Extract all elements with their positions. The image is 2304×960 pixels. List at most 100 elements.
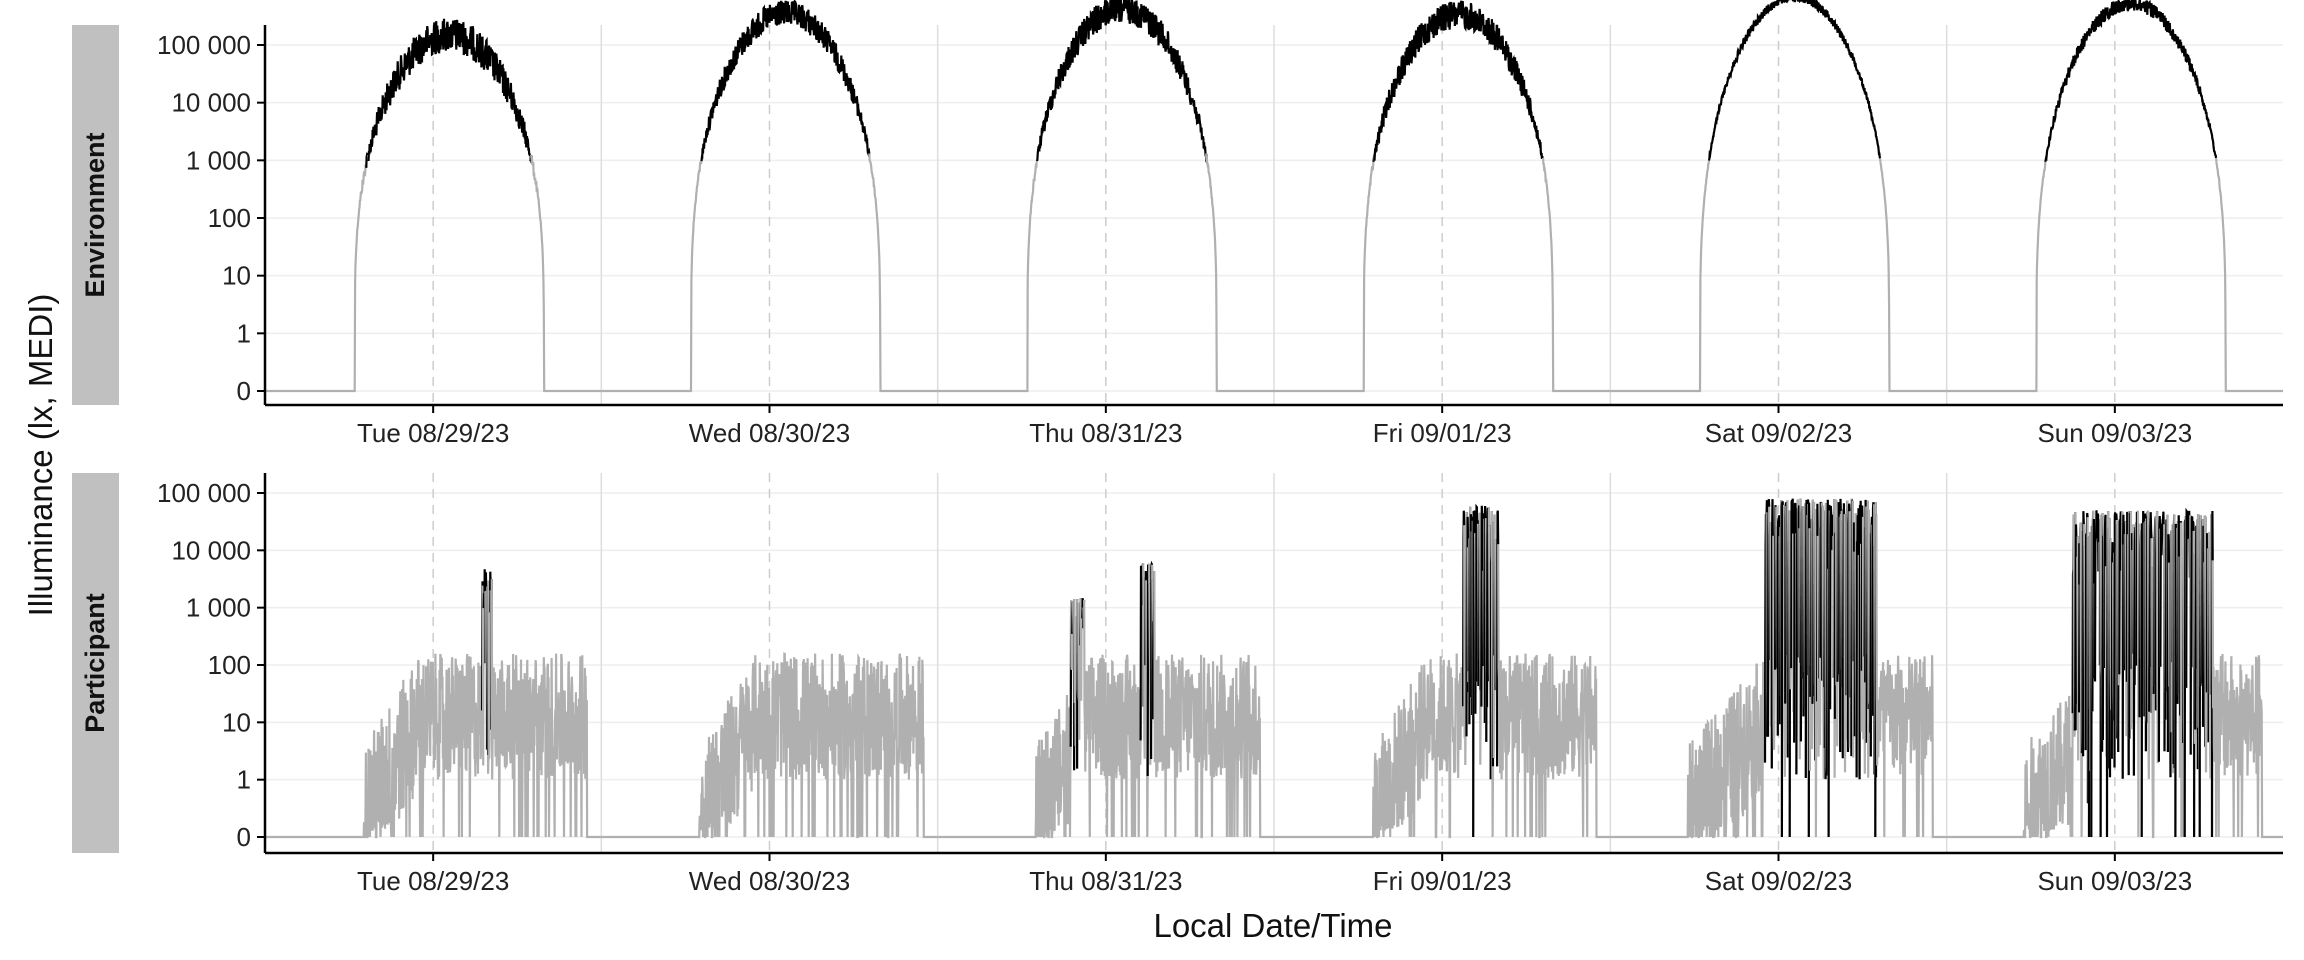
y-tick-label: 10 [222, 261, 251, 291]
strip-environment [72, 25, 119, 405]
participant-series-day-2 [1153, 570, 1274, 839]
x-ticks-participant: Tue 08/29/23 Wed 08/30/23 Thu 08/31/23 Fri … [357, 853, 2192, 896]
participant-series-day-4 [1828, 505, 1835, 710]
participant-series-day-4 [1765, 500, 1769, 737]
x-tick-label: Fri 09/01/23 [1373, 866, 1512, 896]
strip-label-participant: Participant [80, 593, 110, 733]
environment-series-day-4 [1707, 0, 1882, 161]
y-tick-label: 100 000 [157, 30, 251, 60]
participant-series-day-3 [1475, 503, 1480, 682]
environment-series-day-3 [1373, 0, 1544, 161]
x-axis-title: Local Date/Time [1153, 907, 1392, 944]
participant-series-day-3 [1480, 505, 1485, 707]
environment-series-day-0 [367, 18, 532, 162]
environment-series-day-3 [1542, 157, 1611, 393]
participant-series-day-0 [265, 653, 484, 839]
environment-series-day-5 [2215, 157, 2283, 393]
y-tick-label: 100 [208, 650, 251, 680]
y-tick-label: 1 000 [186, 145, 251, 175]
participant-series-day-5 [2093, 510, 2101, 682]
participant-series-day-4 [1610, 661, 1767, 839]
participant-series-day-4 [1776, 515, 1781, 736]
x-tick-label: Tue 08/29/23 [357, 418, 509, 448]
y-tick-label: 10 000 [171, 88, 251, 118]
participant-series-day-4 [1855, 508, 1860, 778]
y-tick-label: 100 000 [157, 478, 251, 508]
participant-series-day-5 [2110, 542, 2115, 759]
environment-series-day-2 [1036, 0, 1208, 162]
participant-series-day-3 [1497, 544, 1611, 839]
x-tick-label: Fri 09/01/23 [1373, 418, 1512, 448]
x-tick-label: Tue 08/29/23 [357, 866, 509, 896]
participant-series-day-3 [1495, 510, 1500, 767]
participant-series-day-5 [2113, 512, 2118, 768]
y-tick-label: 1 000 [186, 593, 251, 623]
participant-series-day-2 [1079, 598, 1084, 701]
x-tick-label: Wed 08/30/23 [689, 418, 850, 448]
participant-series-day-4 [1843, 514, 1848, 773]
participant-series-day-5 [2190, 516, 2195, 668]
y-tick-label: 10 000 [171, 535, 251, 565]
x-tick-label: Sun 09/03/23 [2037, 866, 2192, 896]
participant-series-day-4 [1858, 500, 1863, 780]
participant-series-day-3 [1274, 653, 1464, 839]
environment-series-day-4 [1879, 158, 1947, 393]
x-tick-label: Wed 08/30/23 [689, 866, 850, 896]
participant-series-day-4 [1790, 498, 1795, 669]
environment-series-day-1 [700, 0, 871, 162]
participant-series-day-5 [2210, 510, 2214, 838]
y-tick-label: 1 [237, 765, 251, 795]
x-tick-label: Thu 08/31/23 [1029, 418, 1182, 448]
environment-series-day-2 [937, 160, 1038, 393]
strip-label-environment: Environment [80, 132, 110, 297]
participant-series-day-5 [2151, 567, 2155, 839]
participant-series-day-4 [1782, 504, 1787, 777]
grid-environment [265, 25, 2283, 405]
participant-series-day-5 [2159, 511, 2166, 667]
x-tick-label: Sat 09/02/23 [1705, 418, 1852, 448]
y-tick-label: 1 [237, 318, 251, 348]
y-tick-label: 0 [237, 376, 251, 406]
environment-series-day-3 [1274, 161, 1375, 393]
x-tick-label: Sun 09/03/23 [2037, 418, 2192, 448]
environment-series-day-2 [1205, 154, 1274, 393]
participant-series-day-0 [487, 580, 492, 759]
x-tick-label: Thu 08/31/23 [1029, 866, 1182, 896]
participant-series-day-5 [2148, 512, 2153, 668]
y-ticks-environment: 0 1 10 100 1 000 10 000 100 000 [157, 30, 265, 406]
participant-series-day-5 [2103, 514, 2107, 669]
panel-environment: Environment 0 1 10 100 1 000 10 000 100 000 Tu… [72, 0, 2283, 448]
environment-series-day-5 [2044, 0, 2218, 163]
environment-series-day-1 [868, 153, 938, 393]
participant-series-day-4 [1814, 509, 1819, 838]
x-ticks-environment: Tue 08/29/23 Wed 08/30/23 Thu 08/31/23 Fri … [357, 405, 2192, 448]
panel-participant: Participant 0 1 10 100 1 000 10 000 100 000 Tu… [72, 473, 2283, 896]
participant-series-day-3 [1483, 505, 1487, 724]
y-tick-label: 0 [237, 822, 251, 852]
participant-series-day-0 [481, 585, 485, 766]
participant-series-day-4 [1827, 504, 1831, 838]
environment-series-day-1 [601, 160, 703, 393]
participant-series-day-0 [490, 579, 602, 839]
environment-series-day-0 [265, 163, 368, 393]
participant-series-day-5 [2157, 515, 2162, 762]
environment-series-day-0 [530, 155, 602, 393]
participant-series-day-5 [2211, 560, 2283, 839]
participant-series-day-2 [1083, 599, 1142, 838]
y-tick-label: 10 [222, 707, 251, 737]
participant-series-day-3 [1472, 510, 1477, 838]
x-tick-label: Sat 09/02/23 [1705, 866, 1852, 896]
series-participant [265, 498, 2283, 839]
strip-participant [72, 473, 119, 853]
y-ticks-participant: 0 1 10 100 1 000 10 000 100 000 [157, 478, 265, 852]
participant-series-day-5 [1946, 695, 2074, 839]
participant-series-day-5 [2079, 522, 2083, 838]
participant-series-day-1 [601, 652, 938, 839]
y-tick-label: 100 [208, 203, 251, 233]
participant-series-day-4 [1772, 535, 1777, 750]
participant-series-day-4 [1875, 514, 1947, 839]
environment-series-day-4 [1610, 160, 1711, 393]
environment-series-day-5 [1946, 161, 2047, 393]
participant-series-day-2 [937, 694, 1072, 839]
